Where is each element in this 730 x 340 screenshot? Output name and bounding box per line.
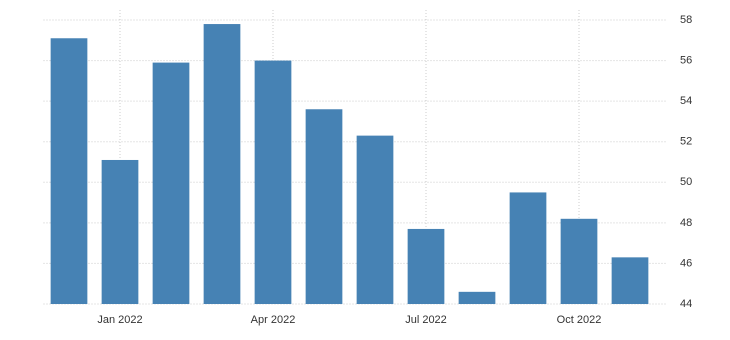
y-tick-label: 52 bbox=[680, 136, 692, 148]
y-tick-label: 58 bbox=[680, 14, 692, 26]
y-tick-label: 46 bbox=[680, 257, 692, 269]
x-tick-label: Apr 2022 bbox=[251, 314, 296, 326]
y-tick-label: 44 bbox=[680, 298, 692, 310]
bar bbox=[152, 62, 190, 304]
y-tick-label: 54 bbox=[680, 95, 692, 107]
bar bbox=[203, 24, 241, 305]
y-tick-label: 48 bbox=[680, 217, 692, 229]
bar bbox=[509, 192, 547, 304]
x-tick-label: Oct 2022 bbox=[557, 314, 602, 326]
x-tick-label: Jul 2022 bbox=[405, 314, 447, 326]
x-tick-label: Jan 2022 bbox=[97, 314, 142, 326]
bar bbox=[254, 60, 292, 305]
bar bbox=[305, 109, 343, 304]
bar bbox=[50, 38, 88, 304]
bar bbox=[101, 159, 139, 304]
bar bbox=[407, 228, 445, 304]
bar bbox=[458, 291, 496, 304]
bar bbox=[611, 257, 649, 304]
bar bbox=[560, 218, 598, 304]
y-tick-label: 56 bbox=[680, 54, 692, 66]
bar bbox=[356, 135, 394, 304]
y-tick-label: 50 bbox=[680, 176, 692, 188]
